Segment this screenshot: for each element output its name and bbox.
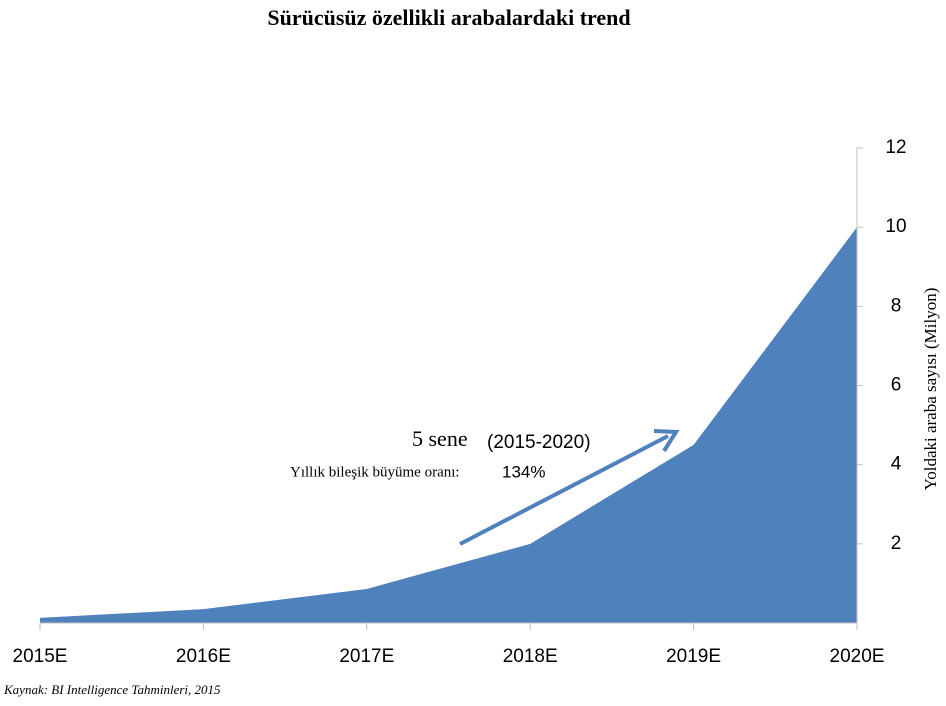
y-tick-label: 8	[891, 295, 902, 316]
source: Kaynak: BI Intelligence Tahminleri, 2015	[3, 682, 221, 697]
annotation-cagr-value: 134%	[502, 462, 545, 481]
x-tick-label: 2018E	[503, 646, 558, 667]
plot: 2 4 6 8 10 12 2015E 2016E 2017E 2018E 2019E 2020E	[13, 137, 907, 667]
arrow-line	[459, 434, 669, 546]
area	[40, 227, 857, 623]
x-tick-label: 2015E	[13, 646, 68, 667]
y-tick-label: 10	[885, 216, 906, 237]
chart-title: Sürücüsüz özellikli arabalardaki trend	[267, 5, 630, 30]
y-tick-label: 12	[885, 137, 906, 158]
x-tick-label: 2016E	[176, 646, 231, 667]
annotation-range: (2015-2020)	[487, 432, 591, 453]
y-axis-label: Yoldaki araba sayısı (Milyon)	[921, 288, 940, 491]
x-tick-label: 2019E	[666, 646, 721, 667]
arrow	[459, 429, 680, 546]
y-tick-label: 6	[891, 375, 902, 396]
y-tick-label: 2	[891, 533, 902, 554]
x-tick-label: 2020E	[830, 646, 885, 667]
annotation-cagr-label: Yıllık bileşik büyüme oranı:	[290, 464, 460, 480]
y-tick-label: 4	[891, 454, 902, 475]
arrow-head	[653, 429, 680, 453]
annotation-period: 5 sene	[412, 426, 468, 451]
x-tick-label: 2017E	[339, 646, 394, 667]
